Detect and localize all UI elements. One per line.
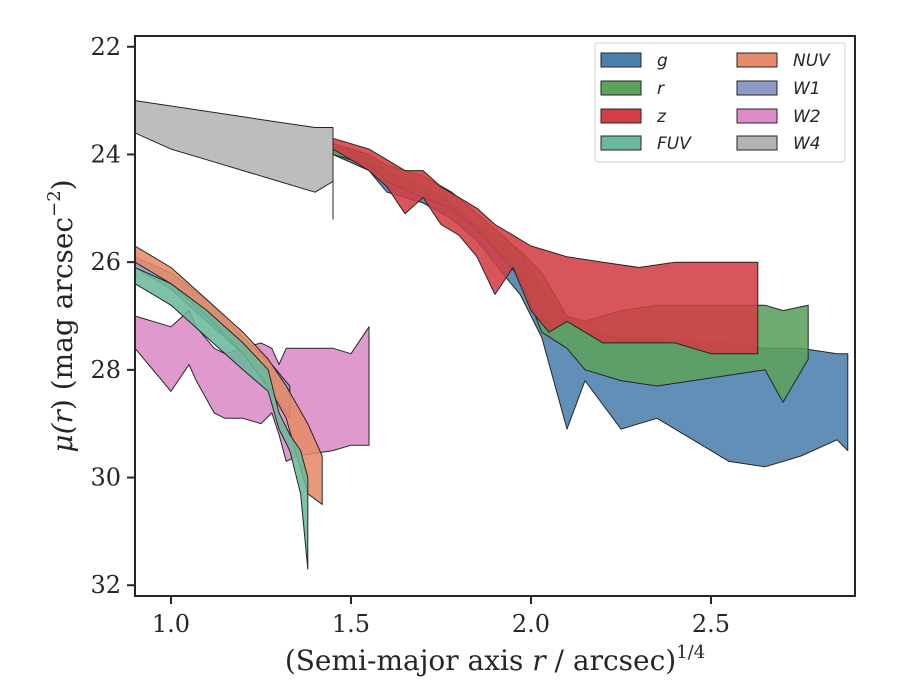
legend-swatch-w4 (736, 135, 778, 151)
y-tick-label: 26 (90, 248, 121, 276)
legend-label-w2: W2 (793, 107, 821, 127)
legend-label-z: z (656, 107, 667, 127)
y-axis-title: μ(r) (mag arcsec−2) (44, 179, 79, 452)
y-tick-label: 32 (90, 571, 121, 599)
x-tick-label: 1.5 (332, 610, 370, 638)
band-w2 (134, 310, 370, 462)
x-tick-label: 1.0 (152, 610, 190, 638)
band-w4 (134, 100, 334, 220)
legend-swatch-r (600, 80, 642, 96)
legend: grz FUV NUV W1 W2 W4 (594, 42, 846, 163)
legend-swatch-nuv (736, 52, 778, 68)
legend-swatch-z (600, 108, 642, 124)
data-bands (134, 100, 849, 570)
legend-frame (594, 42, 846, 163)
x-axis-title: (Semi-major axis r / arcsec)1/4 (285, 642, 705, 677)
legend-label-nuv: NUV (793, 51, 831, 71)
y-tick-label: 30 (90, 464, 121, 492)
x-tick-label: 2.5 (692, 610, 730, 638)
legend-label-r: r (657, 79, 665, 99)
legend-swatch-w1 (736, 80, 778, 96)
band-z (332, 137, 759, 355)
y-tick-label: 22 (90, 33, 121, 61)
x-tick-label: 2.0 (512, 610, 550, 638)
legend-label-w4: W4 (793, 134, 821, 154)
legend-label-w1: W1 (793, 79, 821, 99)
plot-frame (134, 35, 856, 597)
legend-label-g: g (657, 51, 668, 71)
y-tick-label: 28 (90, 356, 121, 384)
y-ticks: 22 24 26 28 30 32 (90, 33, 135, 599)
x-ticks: 1.0 1.5 2.0 2.5 (152, 596, 730, 638)
legend-swatch-fuv (600, 135, 642, 151)
y-tick-label: 24 (90, 140, 121, 168)
legend-swatch-w2 (736, 108, 778, 124)
legend-label-fuv: FUV (657, 134, 692, 154)
legend-swatch-g (600, 52, 642, 68)
band-fuv (134, 267, 309, 570)
